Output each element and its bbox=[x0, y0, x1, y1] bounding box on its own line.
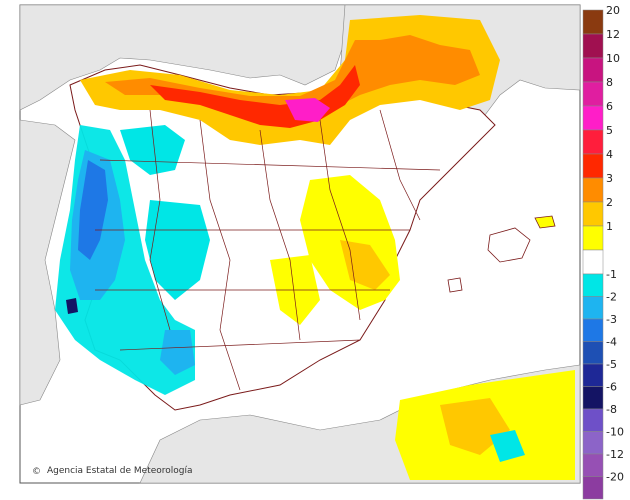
legend-label-3: 3 bbox=[606, 172, 613, 185]
legend-label-2: 2 bbox=[606, 196, 613, 209]
legend-label-12: 12 bbox=[606, 28, 620, 41]
legend-swatch-2 bbox=[582, 201, 604, 227]
map-area bbox=[19, 4, 581, 484]
legend-label-3: -3 bbox=[606, 313, 617, 326]
valencia-warm bbox=[340, 240, 390, 290]
legend-label-5: -5 bbox=[606, 358, 617, 371]
legend-swatch-3 bbox=[582, 177, 604, 203]
legend-swatch-6 bbox=[582, 105, 604, 131]
legend-label-6: 6 bbox=[606, 100, 613, 113]
legend: 20 12 10 8 6 5 4 3 2 1 -1 -2 -3 -4 -5 -6 -8 -10 -12 -20 bbox=[582, 4, 624, 500]
legend-label-1: 1 bbox=[606, 220, 613, 233]
credit: © Agencia Estatal de Meteorología bbox=[32, 466, 193, 477]
legend-swatch-1 bbox=[582, 225, 604, 251]
legend-swatch-4 bbox=[582, 153, 604, 179]
extremadura-cool bbox=[145, 200, 210, 300]
portugal-land bbox=[19, 119, 76, 406]
legend-swatch--1 bbox=[582, 273, 604, 297]
legend-swatch--2 bbox=[582, 296, 604, 320]
legend-label-2: -2 bbox=[606, 291, 617, 304]
legend-label-4: 4 bbox=[606, 148, 613, 161]
legend-swatch-20 bbox=[582, 9, 604, 35]
legend-label-5: 5 bbox=[606, 124, 613, 137]
legend-label-20: -20 bbox=[606, 471, 624, 484]
france-land bbox=[19, 4, 346, 111]
legend-swatch--3 bbox=[582, 318, 604, 342]
legend-label-8: 8 bbox=[606, 76, 613, 89]
legend-label-10: 10 bbox=[606, 52, 620, 65]
legend-swatch-12 bbox=[582, 33, 604, 59]
menorca-island bbox=[534, 215, 556, 229]
legend-swatch--6 bbox=[582, 386, 604, 410]
legend-swatch-5 bbox=[582, 129, 604, 155]
portugal-coldest-region bbox=[78, 160, 108, 260]
copyright-symbol: © bbox=[32, 467, 41, 477]
legend-label-8: -8 bbox=[606, 403, 617, 416]
cantabria-hottest bbox=[285, 98, 330, 122]
legend-label-20: 20 bbox=[606, 4, 620, 17]
legend-label-6: -6 bbox=[606, 381, 617, 394]
legend-label-12: -12 bbox=[606, 448, 624, 461]
legend-swatch--12 bbox=[582, 453, 604, 477]
legend-swatch--20 bbox=[582, 476, 604, 500]
ibiza-island bbox=[447, 277, 463, 293]
legend-swatch-8 bbox=[582, 81, 604, 107]
legend-swatch--4 bbox=[582, 341, 604, 365]
legend-swatch-10 bbox=[582, 57, 604, 83]
credit-text: Agencia Estatal de Meteorología bbox=[47, 466, 193, 476]
legend-label-4: -4 bbox=[606, 336, 617, 349]
africa-cool bbox=[490, 430, 525, 462]
galicia-cool bbox=[120, 125, 185, 175]
legend-swatch-neutral bbox=[582, 249, 604, 275]
legend-swatch--10 bbox=[582, 431, 604, 455]
legend-label-1: -1 bbox=[606, 268, 617, 281]
legend-swatch--8 bbox=[582, 408, 604, 432]
legend-label-10: -10 bbox=[606, 426, 624, 439]
lisbon-spot bbox=[66, 298, 78, 314]
mallorca-island bbox=[487, 227, 531, 263]
legend-swatch--5 bbox=[582, 363, 604, 387]
huelva-cool bbox=[160, 330, 195, 375]
province-borders bbox=[95, 109, 441, 391]
